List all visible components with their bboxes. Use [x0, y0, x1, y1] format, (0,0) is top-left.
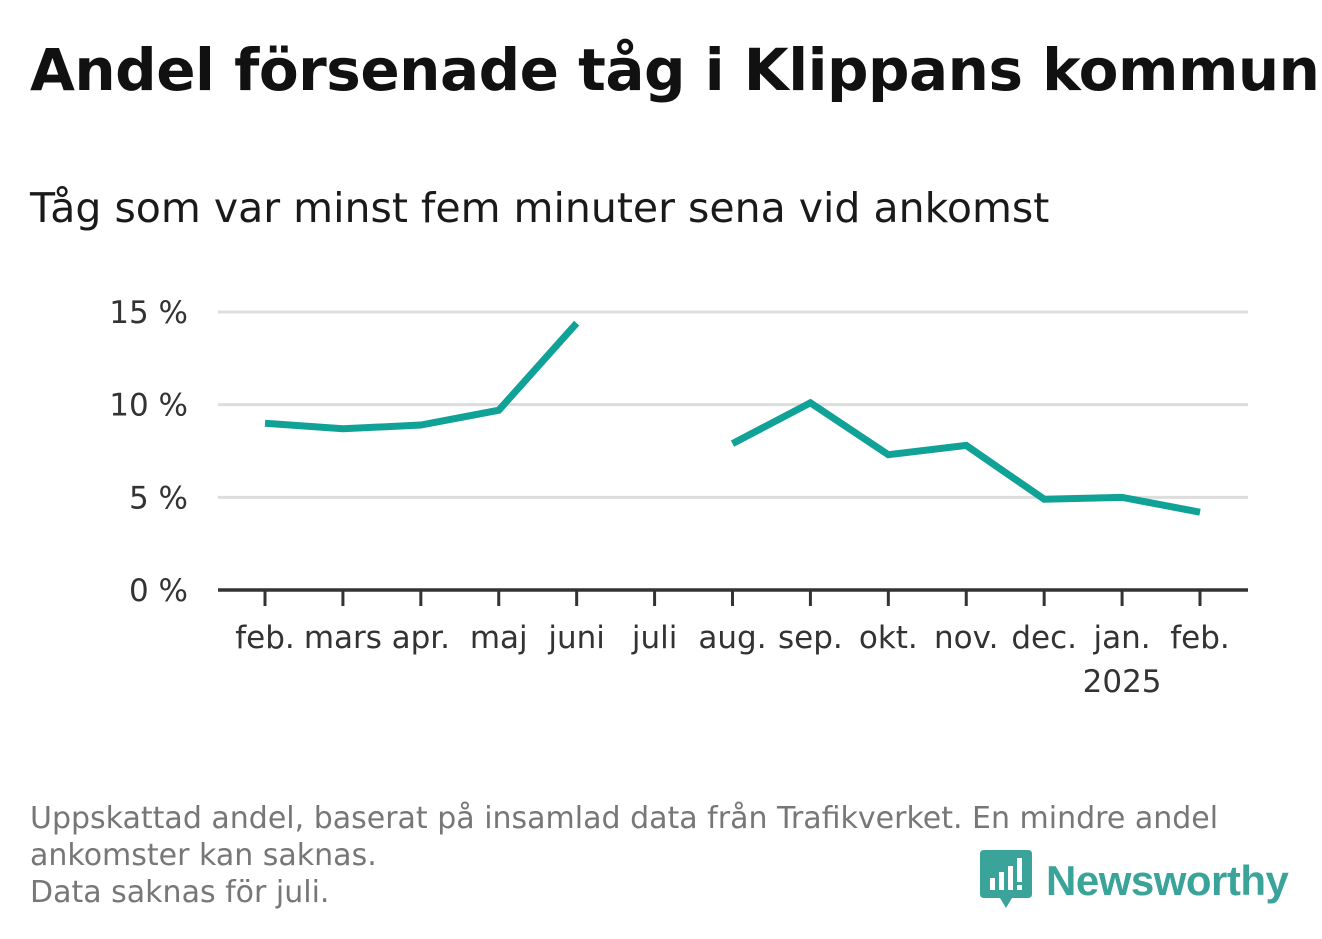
x-tick-label: feb.: [235, 620, 295, 656]
x-year-label: 2025: [1083, 664, 1162, 700]
footnote-line: ankomster kan saknas.: [30, 838, 377, 873]
series-line: [730, 398, 1201, 516]
brand-name: Newsworthy: [1046, 857, 1289, 904]
x-tick-label: juli: [631, 620, 678, 656]
y-tick-label: 10 %: [109, 388, 188, 424]
footnote: Uppskattad andel, baserat på insamlad da…: [30, 800, 1280, 911]
x-tick-label: feb.: [1170, 620, 1230, 656]
x-tick-label: jan.: [1093, 620, 1151, 656]
x-tick-label: mars: [304, 620, 382, 656]
chart-subtitle: Tåg som var minst fem minuter sena vid a…: [30, 184, 1050, 232]
footnote-line: Data saknas för juli.: [30, 875, 330, 910]
brand: Newsworthy: [980, 850, 1289, 912]
series-line: [264, 320, 580, 433]
x-axis-labels: feb. mars apr. maj juni juli aug. sep. okt. nov. d…: [235, 620, 1230, 700]
gridlines: [218, 310, 1248, 499]
x-tick-label: nov.: [934, 620, 998, 656]
x-axis: [218, 588, 1248, 606]
chart-title: Andel försenade tåg i Klippans kommun: [30, 36, 1320, 104]
x-tick-label: sep.: [778, 620, 843, 656]
x-tick-label: okt.: [859, 620, 918, 656]
y-tick-label: 5 %: [129, 480, 188, 516]
y-tick-label: 15 %: [109, 295, 188, 331]
x-tick-label: apr.: [392, 620, 450, 656]
x-tick-label: juni: [547, 620, 605, 656]
y-axis-labels: 0 % 5 % 10 % 15 %: [109, 295, 188, 609]
x-tick-label: aug.: [698, 620, 766, 656]
y-tick-label: 0 %: [129, 573, 188, 609]
x-tick-label: maj: [470, 620, 528, 656]
data-series: [264, 320, 1201, 516]
newsworthy-logo-icon: [980, 850, 1032, 908]
line-chart: 0 %5 %10 %15 % feb. mars apr. maj juni juli au…: [109, 295, 1248, 700]
x-tick-label: dec.: [1011, 620, 1077, 656]
footnote-line: Uppskattad andel, baserat på insamlad da…: [30, 801, 1219, 836]
